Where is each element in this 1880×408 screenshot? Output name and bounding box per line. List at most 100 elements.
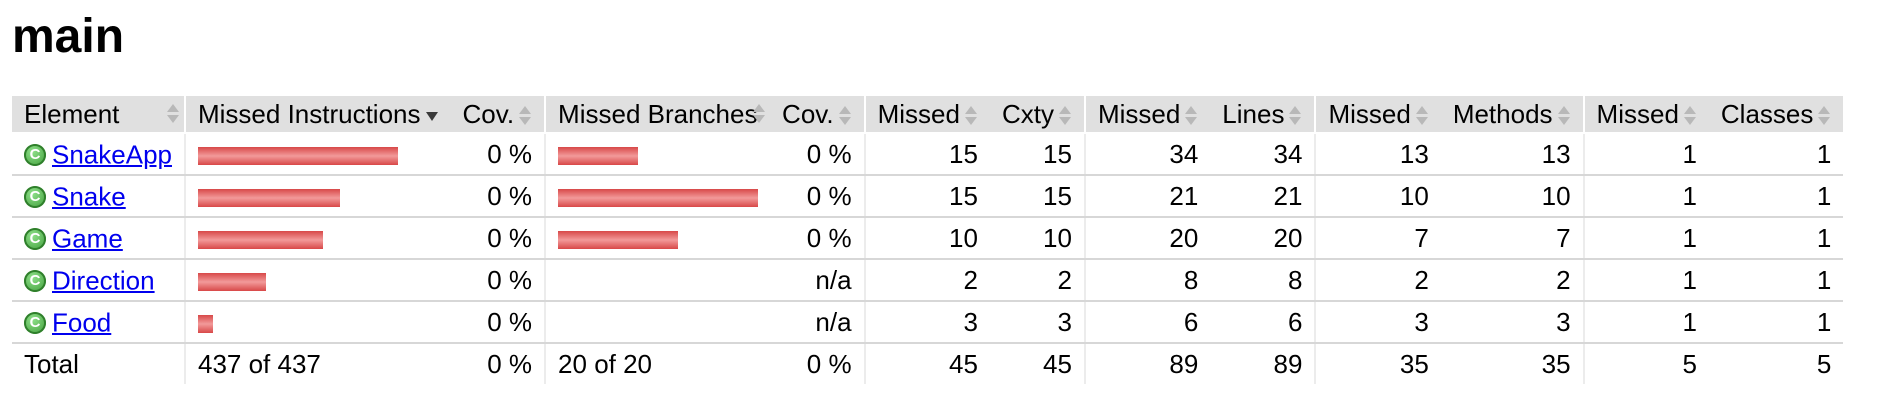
total-branches-coverage: 0 % — [806, 348, 852, 379]
total-cxty: 45 — [1043, 348, 1072, 379]
header-methods[interactable]: Methods — [1440, 96, 1584, 134]
branches-coverage: n/a — [770, 301, 865, 344]
header-missed-branches[interactable]: Missed Branches — [544, 96, 771, 134]
methods: 10 — [1440, 175, 1584, 218]
missed-instructions-cell — [183, 175, 451, 218]
missed-classes: 1 — [1582, 301, 1709, 344]
branches-coverage: 0 % — [770, 175, 865, 218]
missed-methods: 2 — [1314, 259, 1441, 302]
header-missed-instructions[interactable]: Missed Instructions — [183, 96, 451, 134]
lines: 21 — [1210, 175, 1316, 218]
page-title: main — [12, 10, 125, 63]
header-classes[interactable]: Classes — [1708, 96, 1844, 134]
header-branches-coverage[interactable]: Cov. — [770, 96, 865, 134]
table-row: C Food 0 % n/a 3 3 6 6 3 3 1 1 — [12, 301, 1844, 344]
element-link[interactable]: Snake — [52, 181, 126, 212]
header-label: Cxty — [1001, 98, 1054, 129]
instructions-coverage: 0 % — [450, 175, 546, 218]
sort-descending-icon — [425, 106, 439, 126]
total-instructions: 437 of 437 — [183, 343, 451, 384]
lines: 20 — [1210, 217, 1316, 260]
element-cell: C Snake — [12, 175, 185, 218]
instructions-coverage: 0 % — [450, 301, 546, 344]
header-missed-classes[interactable]: Missed — [1582, 96, 1709, 134]
header-instructions-coverage[interactable]: Cov. — [450, 96, 546, 134]
missed-instructions-cell — [183, 133, 451, 176]
missed-cxty: 15 — [863, 175, 990, 218]
header-label: Missed — [1097, 98, 1181, 129]
sort-icon — [1058, 105, 1072, 126]
missed-branches-bar — [558, 146, 639, 165]
lines: 6 — [1210, 301, 1316, 344]
element-cell: C Food — [12, 301, 185, 344]
total-label: Total — [24, 348, 79, 379]
missed-branches-cell — [544, 133, 771, 176]
total-classes: 5 — [1816, 348, 1832, 379]
header-label: Missed — [877, 98, 960, 129]
cxty: 2 — [989, 259, 1085, 302]
element-cell: C Direction — [12, 259, 185, 302]
methods: 3 — [1440, 301, 1584, 344]
element-link[interactable]: SnakeApp — [52, 139, 172, 170]
missed-classes: 1 — [1582, 175, 1709, 218]
header-lines[interactable]: Lines — [1210, 96, 1316, 134]
missed-branches-bar — [558, 188, 759, 207]
missed-methods: 3 — [1314, 301, 1441, 344]
missed-lines: 21 — [1083, 175, 1211, 218]
header-cxty[interactable]: Cxty — [989, 96, 1085, 134]
header-label: Lines — [1222, 98, 1285, 129]
branches-coverage: 0 % — [770, 217, 865, 260]
missed-lines: 20 — [1083, 217, 1211, 260]
missed-instructions-cell — [183, 259, 451, 302]
classes: 1 — [1708, 259, 1844, 302]
total-missed-lines: 89 — [1083, 343, 1211, 384]
header-label: Element — [24, 98, 120, 129]
missed-cxty: 15 — [863, 133, 990, 176]
total-row: Total 437 of 437 0 % 20 of 20 0 % 45 45 … — [12, 343, 1843, 384]
class-c-icon: C — [24, 269, 46, 292]
missed-cxty: 2 — [863, 259, 990, 302]
header-missed-lines[interactable]: Missed — [1083, 96, 1211, 134]
missed-classes: 1 — [1582, 217, 1709, 260]
total-missed-classes: 5 — [1582, 343, 1709, 384]
header-missed-methods[interactable]: Missed — [1314, 96, 1441, 134]
total-methods: 35 — [1541, 348, 1571, 379]
classes: 1 — [1708, 217, 1844, 260]
header-label: Missed Instructions — [197, 98, 421, 129]
class-c-icon: C — [24, 185, 46, 208]
missed-instructions-bar — [197, 188, 340, 207]
class-c-icon: C — [24, 311, 46, 334]
missed-branches-cell — [544, 259, 771, 302]
element-link[interactable]: Direction — [52, 265, 155, 296]
lines: 8 — [1210, 259, 1316, 302]
missed-methods: 13 — [1314, 133, 1441, 176]
table-body: C SnakeApp 0 % 0 % 15 15 34 34 13 13 1 1 C Snake 0 % 0 … — [12, 133, 1844, 344]
cxty: 15 — [989, 133, 1085, 176]
missed-instructions-bar — [197, 314, 213, 333]
header-label: Missed — [1596, 98, 1679, 129]
missed-classes: 1 — [1582, 133, 1709, 176]
class-c-icon: C — [24, 143, 46, 166]
missed-branches-cell — [544, 175, 771, 218]
cxty: 3 — [989, 301, 1085, 344]
header-element[interactable]: Element — [12, 96, 185, 134]
header-label: Methods — [1452, 98, 1553, 129]
missed-instructions-cell — [183, 301, 451, 344]
sort-icon — [1817, 105, 1831, 126]
sort-icon — [518, 105, 532, 126]
header-missed-cxty[interactable]: Missed — [863, 96, 990, 134]
class-c-icon: C — [24, 227, 46, 250]
total-instructions-coverage: 0 % — [487, 348, 533, 379]
element-link[interactable]: Food — [52, 307, 112, 338]
missed-instructions-bar — [197, 230, 323, 249]
classes: 1 — [1708, 133, 1844, 176]
header-label: Cov. — [782, 98, 834, 129]
header-label: Missed Branches — [558, 98, 758, 129]
element-link[interactable]: Game — [52, 223, 123, 254]
total-missed-cxty: 45 — [863, 343, 990, 384]
missed-methods: 10 — [1314, 175, 1441, 218]
missed-instructions-cell — [183, 217, 451, 260]
sort-icon — [1288, 105, 1302, 126]
instructions-coverage: 0 % — [450, 217, 546, 260]
header-row: Element Missed Instructions Cov. Missed … — [12, 96, 1844, 134]
